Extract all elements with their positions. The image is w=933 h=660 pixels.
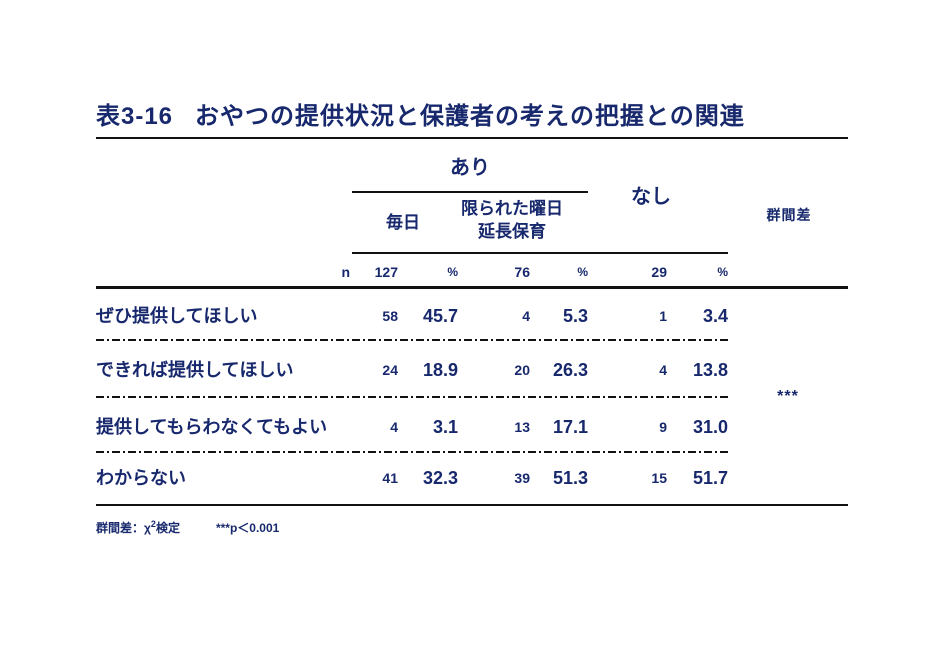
- table-bottom-rule: [96, 504, 848, 506]
- pct-symbol-kagirareta: %: [577, 265, 588, 279]
- cell-percent: 31.0: [692, 417, 728, 437]
- row-label: わからない: [96, 468, 186, 488]
- cell-count: 1: [659, 308, 667, 324]
- cell-count: 24: [382, 362, 398, 378]
- cell-count: 20: [514, 362, 530, 378]
- footnote-test-pre: 群間差：χ: [96, 521, 151, 535]
- n-value-mainichi: 127: [374, 264, 398, 280]
- footnote-test-post: 検定: [155, 521, 180, 535]
- cell-percent: 5.3: [562, 306, 588, 326]
- column-header-mainichi: 毎日: [386, 213, 420, 232]
- table-title-text: おやつの提供状況と保護者の考えの把握との関連: [195, 103, 745, 130]
- table-row: わからない 41 32.3 39 51.3 15 51.7: [0, 465, 933, 491]
- row-divider-dashed: [96, 396, 728, 398]
- row-divider-dashed: [96, 451, 728, 453]
- cell-percent: 3.1: [432, 417, 458, 437]
- column-header-kagirareta-line1: 限られた曜日: [461, 199, 563, 218]
- row-divider-dashed: [96, 339, 728, 341]
- footnote: 群間差：χ2検定 ***p＜0.001: [96, 519, 279, 536]
- pct-symbol-mainichi: %: [447, 265, 458, 279]
- cell-percent: 13.8: [692, 360, 728, 380]
- cell-count: 4: [659, 362, 667, 378]
- page-title: 表3-16 おやつの提供状況と保護者の考えの把握との関連: [96, 96, 745, 131]
- cell-count: 4: [390, 419, 398, 435]
- footnote-chi-exponent: 2: [150, 519, 156, 529]
- ari-group-underline: [352, 191, 588, 193]
- n-header-row: n 127 % 76 % 29 %: [0, 261, 933, 283]
- cell-count: 9: [659, 419, 667, 435]
- subheader-underline: [352, 252, 728, 254]
- cell-percent: 51.3: [552, 468, 588, 488]
- cell-count: 41: [382, 470, 398, 486]
- table-row: ぜひ提供してほしい 58 45.7 4 5.3 1 3.4: [0, 303, 933, 329]
- column-group-ari: あり: [450, 157, 490, 179]
- n-value-kagirareta: 76: [514, 264, 530, 280]
- column-group-nashi: なし: [631, 186, 671, 208]
- column-header-kagirareta-enchou: 限られた曜日 延長保育: [461, 197, 563, 243]
- row-label: ぜひ提供してほしい: [96, 306, 258, 326]
- cell-percent: 51.7: [692, 468, 728, 488]
- cell-percent: 45.7: [422, 306, 458, 326]
- cell-percent: 3.4: [702, 306, 728, 326]
- column-header-gunkansa: 群間差: [766, 207, 812, 223]
- row-label: 提供してもらわなくてもよい: [96, 417, 328, 437]
- n-label: n: [341, 264, 350, 280]
- table-row: できれば提供してほしい 24 18.9 20 26.3 4 13.8: [0, 357, 933, 383]
- cell-count: 13: [514, 419, 530, 435]
- cell-percent: 26.3: [552, 360, 588, 380]
- column-header-kagirareta-line2: 延長保育: [478, 222, 546, 241]
- n-value-nashi: 29: [651, 264, 667, 280]
- cell-count: 4: [522, 308, 530, 324]
- cell-count: 15: [651, 470, 667, 486]
- cell-percent: 17.1: [552, 417, 588, 437]
- table-number: 表3-16: [96, 103, 174, 130]
- cell-percent: 18.9: [422, 360, 458, 380]
- header-body-separator: [96, 286, 848, 289]
- title-underline: [96, 137, 848, 139]
- pct-symbol-nashi: %: [717, 265, 728, 279]
- cell-count: 58: [382, 308, 398, 324]
- table-row: 提供してもらわなくてもよい 4 3.1 13 17.1 9 31.0: [0, 414, 933, 440]
- significance-stars: ***: [777, 388, 799, 405]
- footnote-p-value: ***p＜0.001: [215, 521, 280, 535]
- cell-count: 39: [514, 470, 530, 486]
- cell-percent: 32.3: [422, 468, 458, 488]
- row-label: できれば提供してほしい: [96, 360, 294, 380]
